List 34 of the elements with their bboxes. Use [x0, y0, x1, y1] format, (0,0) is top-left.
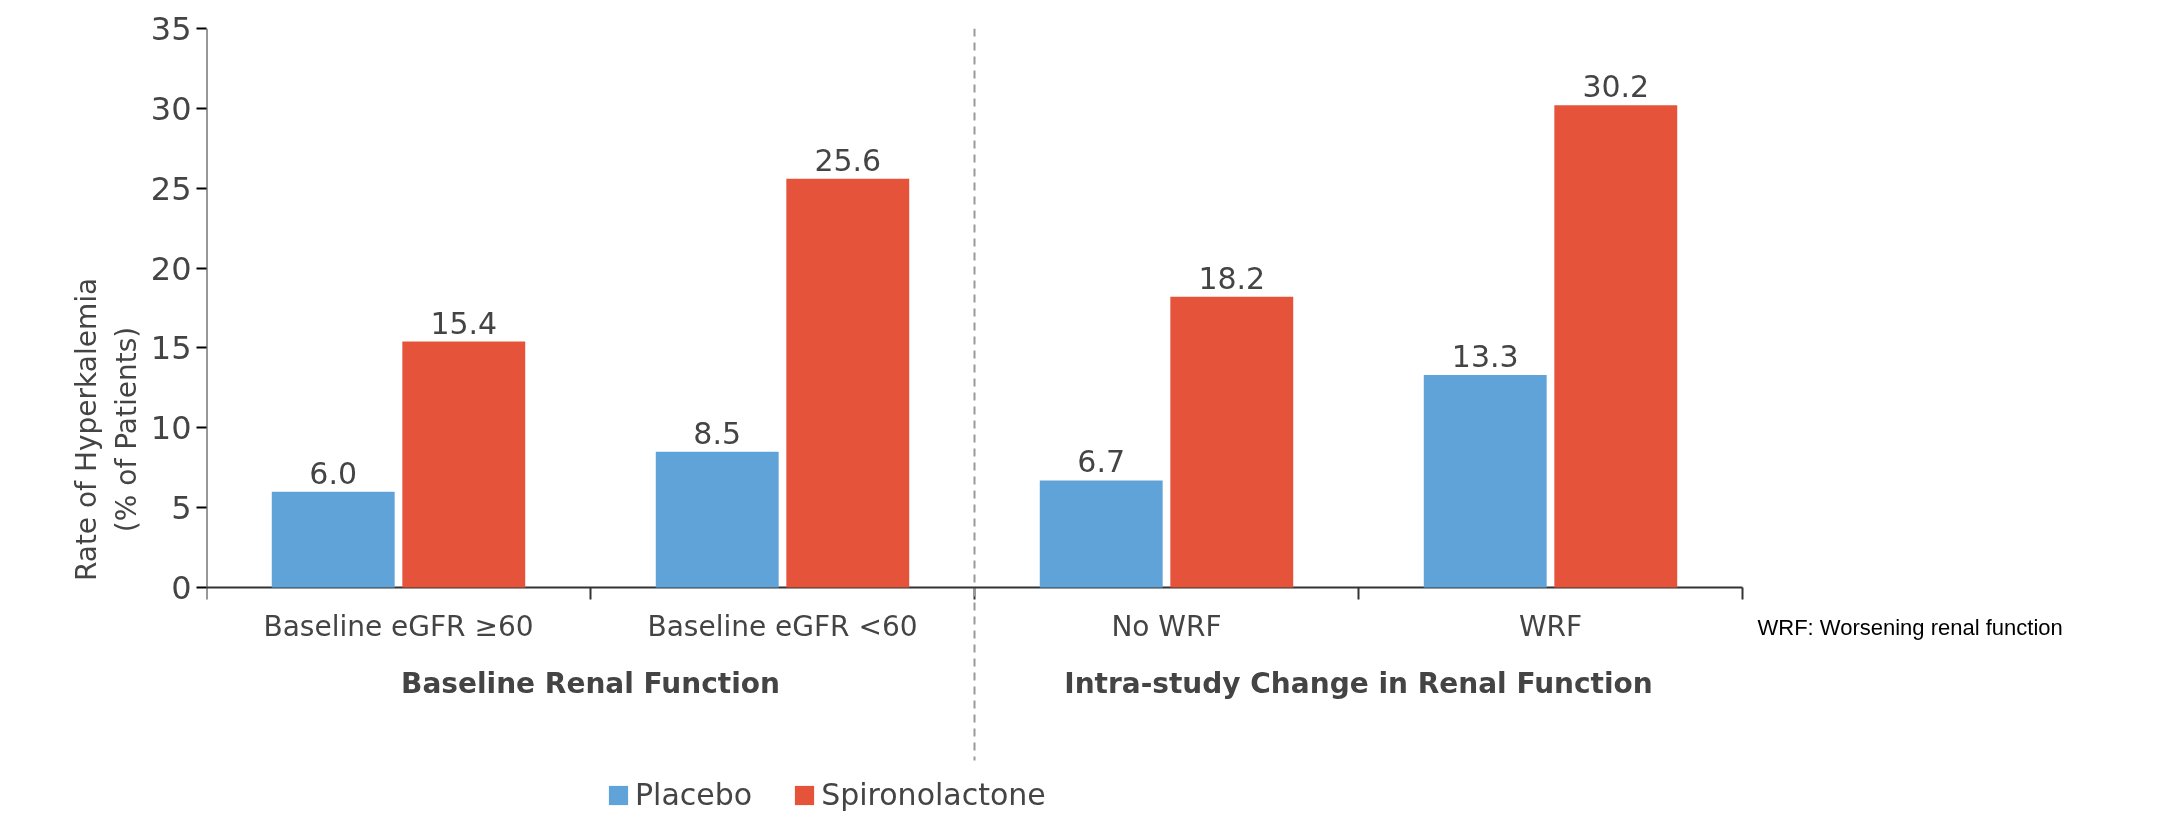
y-tick-label: 10 [150, 409, 192, 448]
x-tick-label: WRF [1518, 609, 1583, 643]
text: Intra-study Change in Renal Function [1064, 666, 1653, 700]
bar [402, 341, 526, 588]
bar [271, 491, 395, 588]
y-tick-label: 25 [150, 169, 192, 208]
legend-label: Placebo [635, 777, 753, 812]
x-tick-label: Baseline eGFR <60 [647, 609, 918, 643]
bar [655, 451, 779, 588]
y-tick-label: 15 [150, 329, 192, 368]
y-tick-label: 5 [171, 489, 192, 528]
y-axis-title: Rate of Hyperkalemia (% of Patients) [70, 277, 143, 582]
x-tick-label: No WRF [1111, 609, 1222, 643]
bar [1423, 375, 1547, 588]
data-label: 6.7 [1077, 444, 1126, 480]
data-label: 13.3 [1451, 339, 1519, 375]
y-tick-label: 0 [171, 569, 192, 607]
legend-label: Spironolactone [821, 777, 1046, 812]
bar [1039, 480, 1163, 588]
y-tick-label: 20 [150, 249, 192, 288]
y-tick-label: 35 [150, 10, 192, 48]
data-label: 6.0 [309, 455, 358, 491]
bar [786, 178, 910, 588]
text: Baseline Renal Function [401, 666, 780, 700]
data-label: 8.5 [693, 415, 742, 451]
y-tick-label: 30 [150, 89, 192, 128]
data-label: 25.6 [814, 142, 882, 178]
bar [1554, 105, 1678, 588]
data-label: 30.2 [1582, 69, 1650, 105]
text: WRF: Worsening renal function [1757, 614, 2063, 640]
bar [1170, 296, 1294, 588]
data-label: 18.2 [1198, 260, 1266, 296]
data-label: 15.4 [430, 305, 498, 341]
x-tick-label: Baseline eGFR ≥60 [263, 609, 534, 643]
